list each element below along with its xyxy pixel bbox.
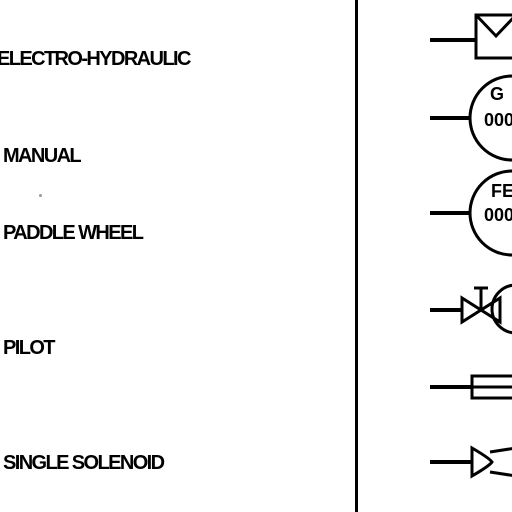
paddle-wheel-bubble-bottom-text: 000 [484,205,512,225]
reducer-symbol [430,445,512,479]
label-manual: MANUAL [3,145,82,167]
column-divider-line [355,0,358,512]
electro-hydraulic-actuator-symbol [430,13,512,60]
manual-bubble-top-text: G [490,84,504,104]
label-electro-hydraulic: ELECTRO-HYDRAULIC [0,48,191,70]
scan-speck [39,194,42,197]
manual-bubble-bottom-text: 000 [484,110,512,130]
label-single-solenoid: SINGLE SOLENOID [3,452,165,474]
label-pilot: PILOT [3,337,55,359]
single-solenoid-symbol [430,374,512,400]
paddle-wheel-bubble-top-text: FE [491,181,512,201]
pilot-valve-symbol [430,283,512,335]
manual-instrument-bubble-symbol: G 000 [430,74,512,162]
label-paddle-wheel: PADDLE WHEEL [3,222,144,244]
paddle-wheel-instrument-bubble-symbol: FE 000 [430,169,512,257]
